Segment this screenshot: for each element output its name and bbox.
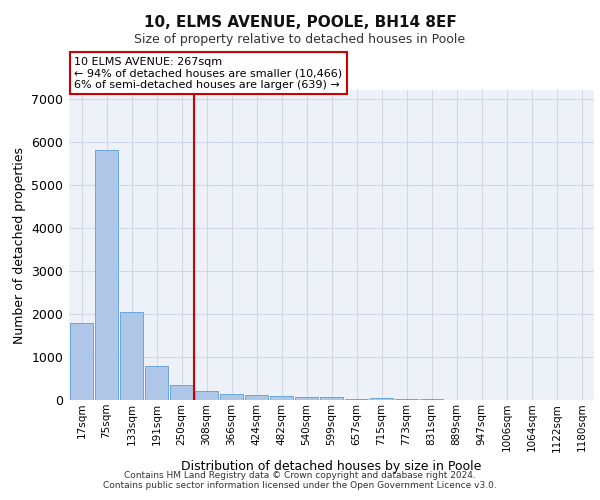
Bar [320,397,343,400]
Text: Contains HM Land Registry data © Crown copyright and database right 2024.
Contai: Contains HM Land Registry data © Crown c… [103,470,497,490]
Bar [95,150,118,400]
Text: Size of property relative to detached houses in Poole: Size of property relative to detached ho… [134,32,466,46]
Text: 10, ELMS AVENUE, POOLE, BH14 8EF: 10, ELMS AVENUE, POOLE, BH14 8EF [143,15,457,30]
Bar [245,396,268,400]
Bar [195,392,218,400]
X-axis label: Distribution of detached houses by size in Poole: Distribution of detached houses by size … [181,460,482,473]
Bar [170,386,193,400]
Bar [70,322,93,400]
Bar [345,398,368,400]
Y-axis label: Number of detached properties: Number of detached properties [13,146,26,344]
Bar [295,398,318,400]
Bar [145,366,168,400]
Text: 10 ELMS AVENUE: 267sqm
← 94% of detached houses are smaller (10,466)
6% of semi-: 10 ELMS AVENUE: 267sqm ← 94% of detached… [74,57,343,90]
Bar [395,399,418,400]
Bar [270,396,293,400]
Bar [120,312,143,400]
Bar [370,398,393,400]
Bar [220,394,243,400]
